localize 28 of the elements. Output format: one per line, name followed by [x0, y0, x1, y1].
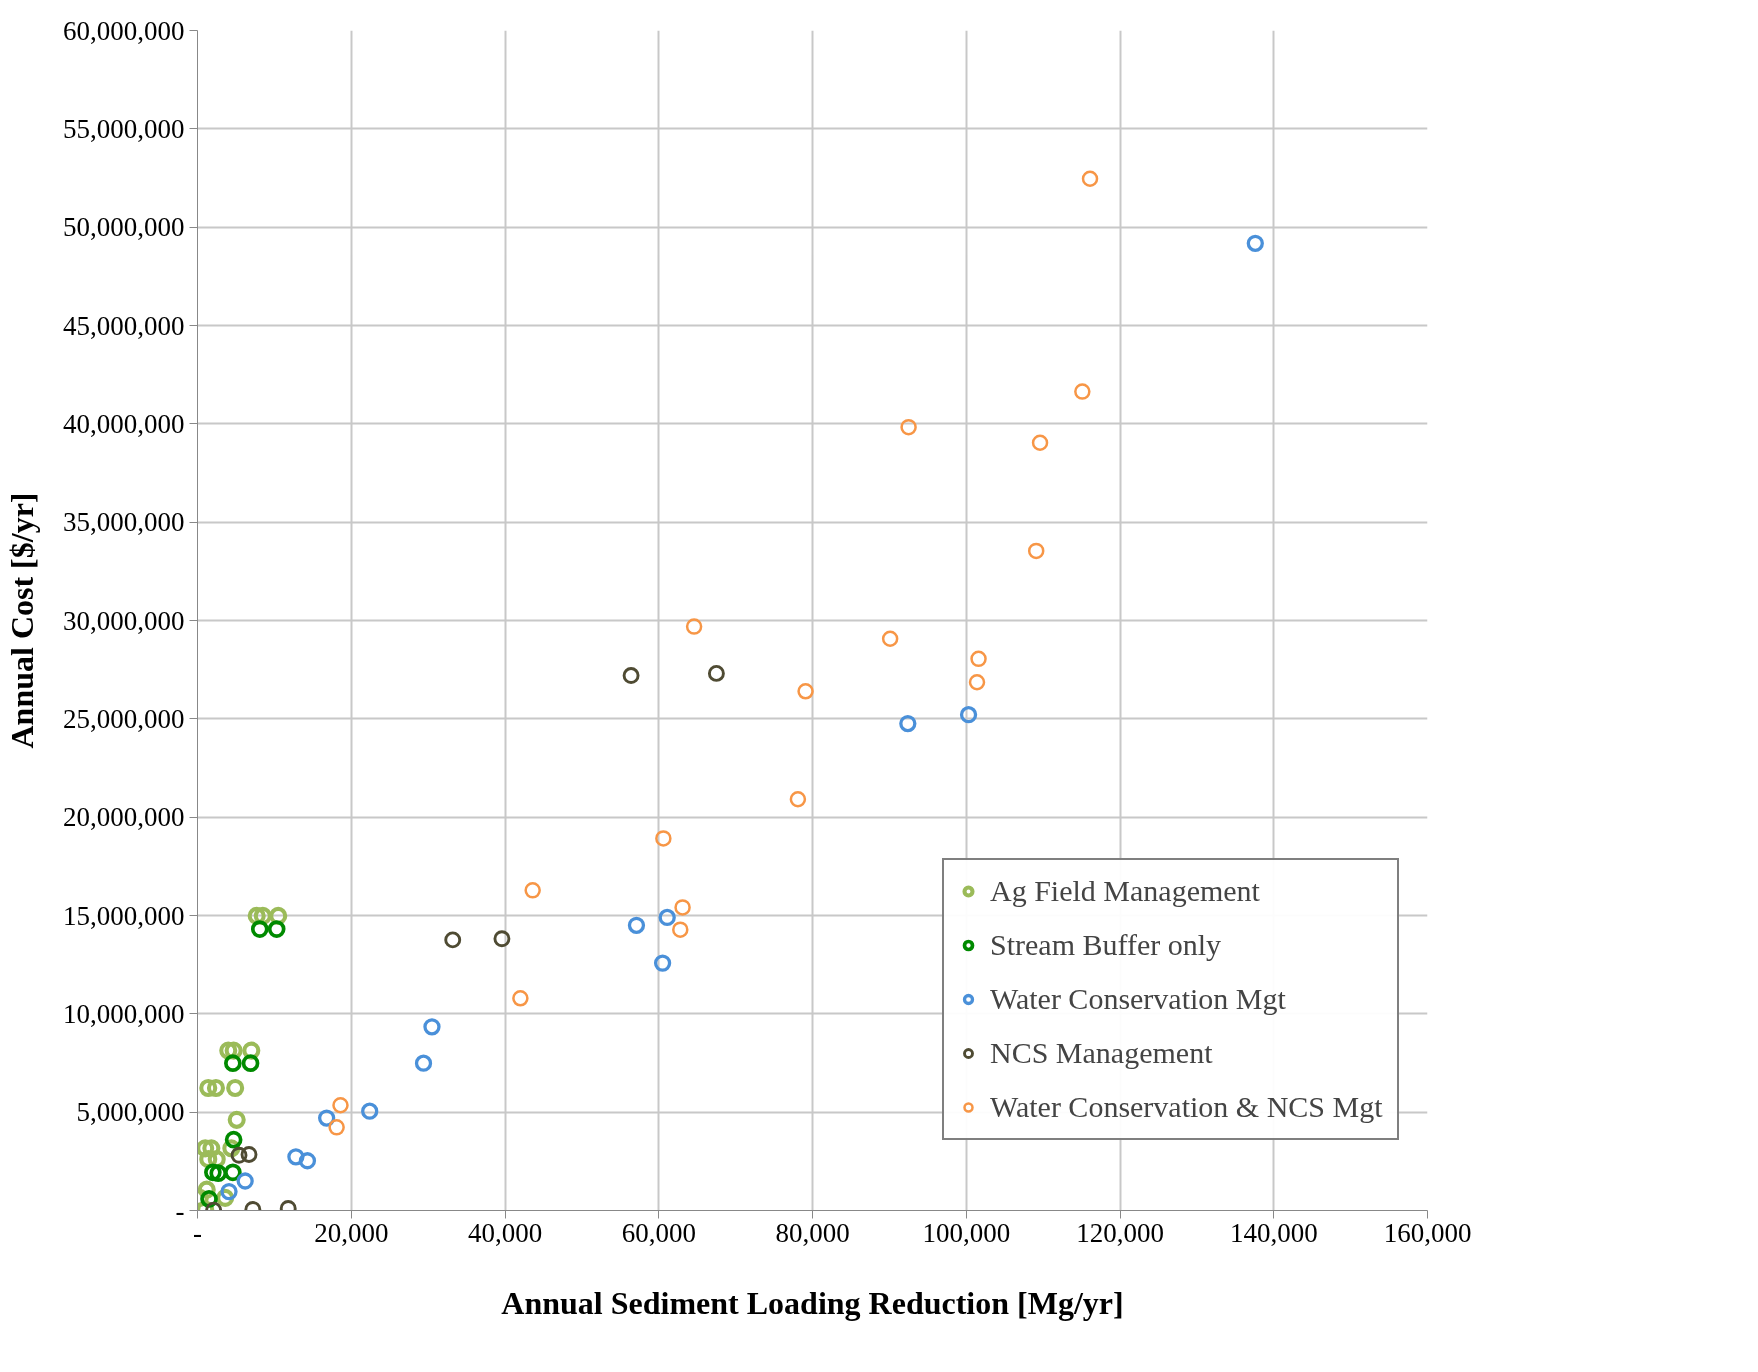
y-tick-label: 40,000,000 — [63, 408, 185, 439]
x-tick-label: 140,000 — [1229, 1217, 1318, 1248]
y-tick-label: 10,000,000 — [63, 998, 185, 1029]
legend-label: Ag Field Management — [990, 874, 1260, 908]
y-tick-label: 25,000,000 — [63, 703, 185, 734]
legend-label: Stream Buffer only — [990, 928, 1222, 962]
x-tick-label: 20,000 — [314, 1217, 389, 1248]
y-tick-label: 55,000,000 — [63, 113, 185, 144]
y-tick-label: 45,000,000 — [63, 310, 185, 341]
x-tick-label: 100,000 — [922, 1217, 1011, 1248]
y-tick-label: 20,000,000 — [63, 802, 185, 833]
y-axis-title: Annual Cost [$/yr] — [4, 492, 40, 749]
x-tick-label: 160,000 — [1383, 1217, 1472, 1248]
y-tick-label: 60,000,000 — [63, 15, 185, 46]
y-tick-label: 5,000,000 — [76, 1097, 185, 1128]
y-tick-label: - — [175, 1195, 185, 1226]
x-axis-title: Annual Sediment Loading Reduction [Mg/yr] — [501, 1284, 1124, 1321]
y-tick-label: 50,000,000 — [63, 212, 185, 243]
y-tick-label: 30,000,000 — [63, 605, 185, 636]
x-tick-label: 120,000 — [1076, 1217, 1164, 1248]
x-tick-label: 60,000 — [621, 1217, 696, 1248]
legend-label: Water Conservation & NCS Mgt — [990, 1090, 1383, 1124]
x-tick-label: 80,000 — [775, 1217, 850, 1248]
legend-label: NCS Management — [990, 1036, 1213, 1070]
y-tick-label: 35,000,000 — [63, 507, 185, 538]
legend-label: Water Conservation Mgt — [990, 982, 1286, 1016]
y-tick-label: 15,000,000 — [63, 900, 185, 931]
x-tick-label: 40,000 — [467, 1217, 543, 1248]
